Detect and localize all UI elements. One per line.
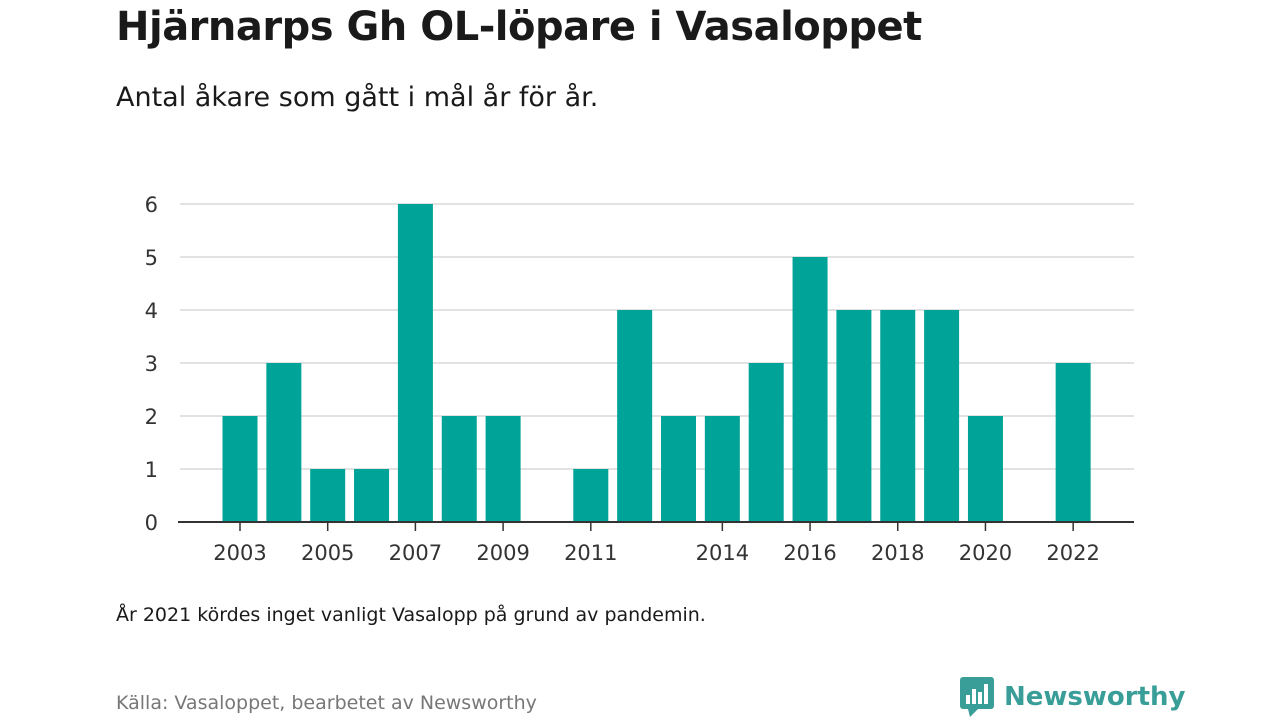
bar bbox=[354, 469, 390, 522]
y-tick-label: 2 bbox=[145, 405, 158, 429]
x-tick-label: 2022 bbox=[1046, 541, 1099, 565]
brand-logo: Newsworthy bbox=[960, 677, 1186, 717]
newsworthy-logo-icon bbox=[960, 677, 994, 717]
x-tick-label: 2020 bbox=[959, 541, 1012, 565]
chart-title: Hjärnarps Gh OL-löpare i Vasaloppet bbox=[116, 4, 922, 50]
bar bbox=[967, 416, 1003, 522]
bar bbox=[310, 469, 346, 522]
bar bbox=[661, 416, 696, 522]
bar bbox=[880, 310, 916, 522]
bar bbox=[792, 257, 828, 522]
bar bbox=[266, 363, 302, 522]
x-tick-label: 2011 bbox=[564, 541, 617, 565]
bar bbox=[485, 416, 521, 522]
bar bbox=[1055, 363, 1091, 522]
x-tick-label: 2007 bbox=[389, 541, 442, 565]
x-tick-label: 2018 bbox=[871, 541, 924, 565]
bar bbox=[924, 310, 960, 522]
x-tick-label: 2009 bbox=[476, 541, 529, 565]
y-tick-label: 0 bbox=[145, 511, 158, 535]
x-tick-label: 2014 bbox=[696, 541, 749, 565]
y-tick-label: 6 bbox=[145, 193, 158, 217]
bar bbox=[397, 204, 433, 522]
bar bbox=[222, 416, 258, 522]
axes: 0 1 2 3 4 5 6 2003 2005 2007 2009 2011 2014 2016 2018 2… bbox=[145, 193, 1134, 565]
chart-subtitle: Antal åkare som gått i mål år för år. bbox=[116, 82, 599, 113]
bar-chart: 0 1 2 3 4 5 6 2003 2005 2007 2009 2011 2014 2016 2018 2… bbox=[145, 193, 1134, 565]
brand-name: Newsworthy bbox=[1004, 682, 1186, 712]
source-text: Källa: Vasaloppet, bearbetet av Newswort… bbox=[116, 692, 537, 714]
bar bbox=[617, 310, 653, 522]
y-tick-label: 1 bbox=[145, 458, 158, 482]
x-tick-label: 2003 bbox=[213, 541, 266, 565]
x-tick-label: 2005 bbox=[301, 541, 354, 565]
y-tick-label: 3 bbox=[145, 352, 158, 376]
y-tick-label: 4 bbox=[145, 299, 158, 323]
bar bbox=[748, 363, 784, 522]
bars bbox=[222, 204, 1091, 522]
bar bbox=[441, 416, 477, 522]
chart-note: År 2021 kördes inget vanligt Vasalopp på… bbox=[116, 604, 706, 626]
bar bbox=[836, 310, 872, 522]
bar bbox=[573, 469, 609, 522]
bar bbox=[704, 416, 740, 522]
y-tick-label: 5 bbox=[145, 246, 158, 270]
x-tick-label: 2016 bbox=[783, 541, 836, 565]
